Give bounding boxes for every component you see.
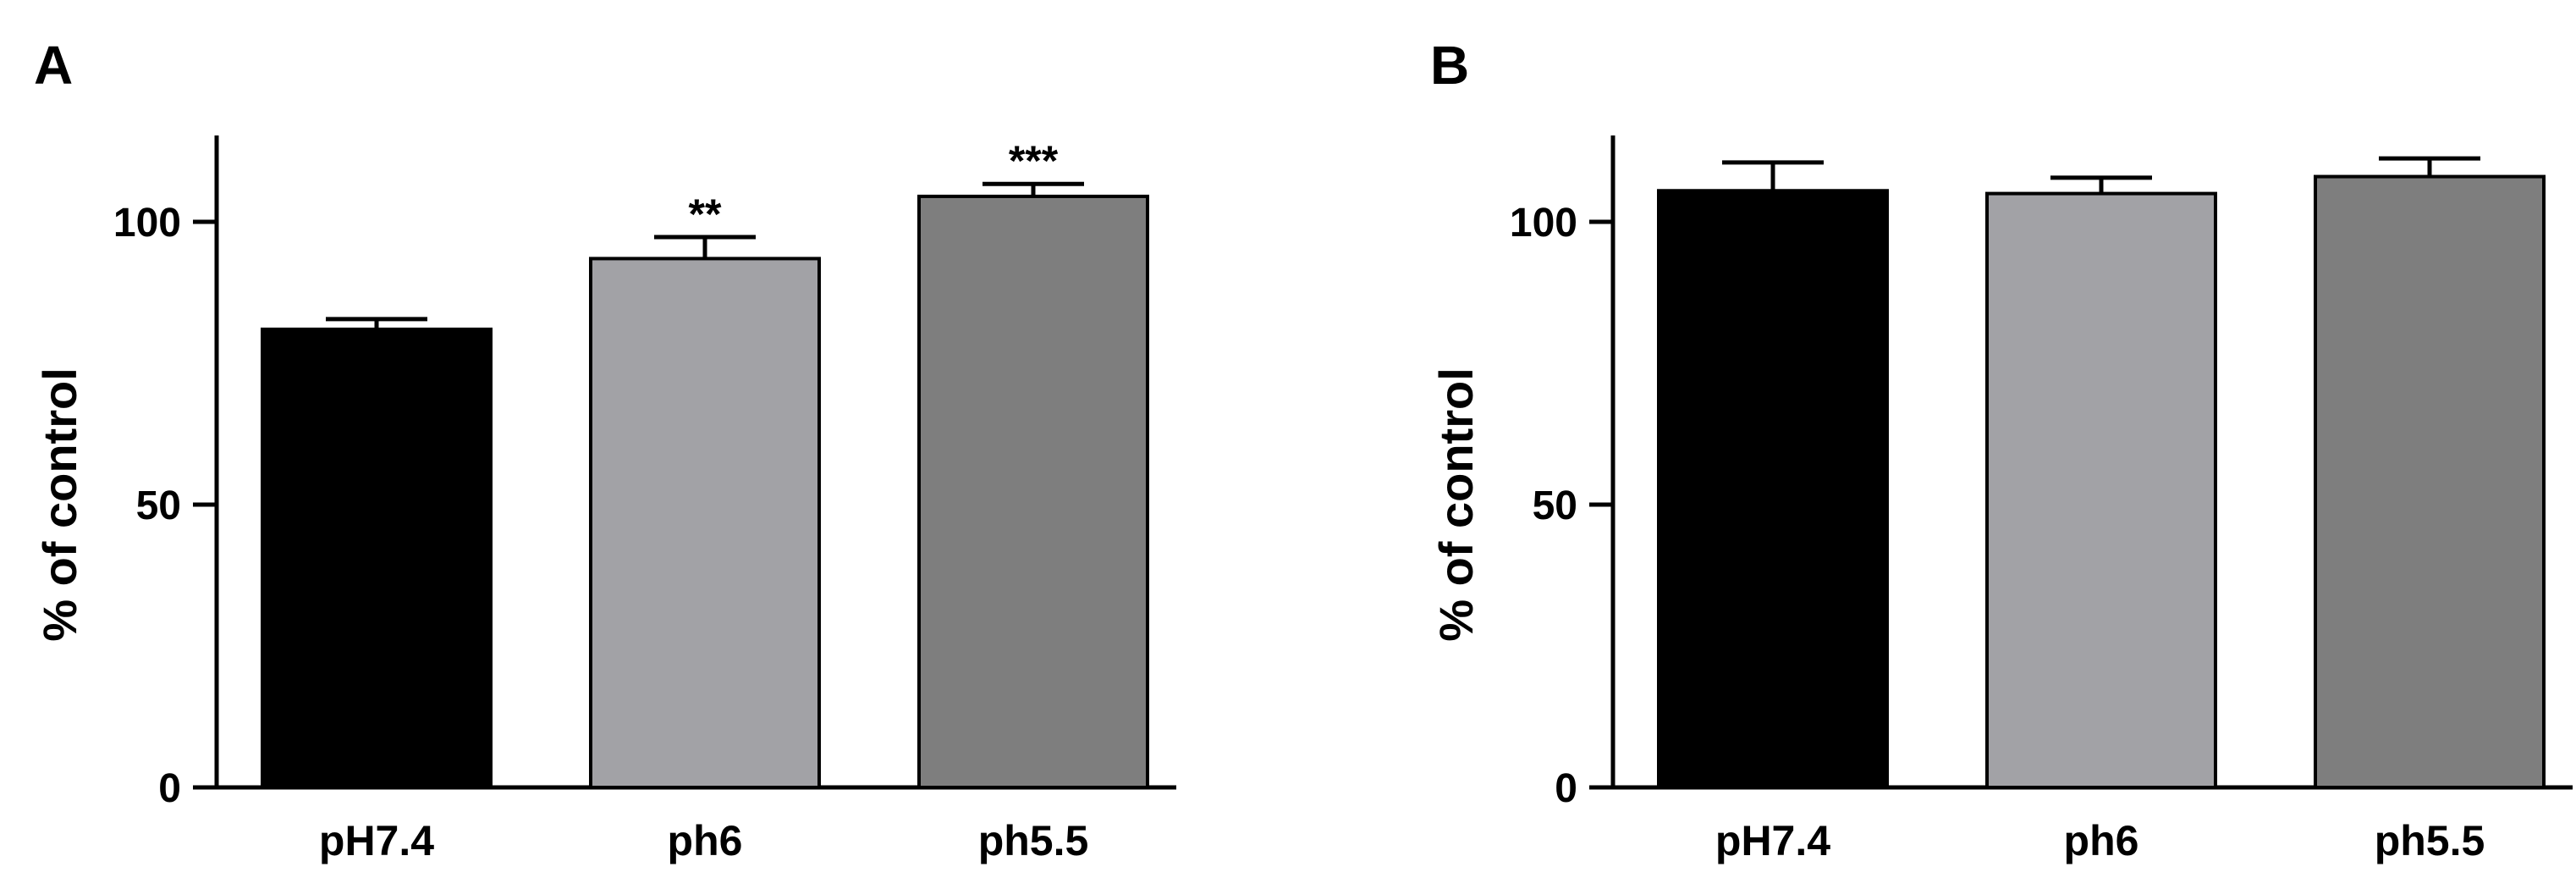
chart-panel-a: A 0 50 100 % of control pH7.4 ** ph6 *** ph5.5 — [33, 35, 1176, 864]
bar — [261, 327, 493, 790]
bar — [1985, 191, 2217, 790]
y-tick-label: 100 — [1510, 201, 1577, 246]
y-tick-label: 50 — [1533, 483, 1577, 528]
panel-label: B — [1430, 35, 1470, 96]
bar — [589, 257, 821, 790]
x-tick-label: ph5.5 — [2375, 817, 2485, 864]
y-tick-label: 0 — [1555, 766, 1577, 811]
y-axis-label: % of control — [1429, 367, 1483, 642]
y-tick-label: 0 — [158, 766, 181, 811]
significance-label: *** — [1009, 137, 1059, 185]
significance-label: ** — [689, 191, 722, 238]
x-tick-label: ph5.5 — [978, 817, 1089, 864]
y-tick-label: 50 — [136, 483, 181, 528]
bar — [917, 194, 1149, 789]
x-tick-label: pH7.4 — [319, 817, 434, 864]
bar — [1657, 189, 1889, 789]
chart-panel-b: B 0 50 100 % of control pH7.4 ph6 ph5.5 — [1396, 0, 2576, 878]
x-tick-label: ph6 — [668, 817, 743, 864]
bar-chart-b: 0 50 100 % of control pH7.4 ph6 ph5.5 — [1429, 135, 2573, 864]
x-tick-label: pH7.4 — [1715, 817, 1830, 864]
y-axis-label: % of control — [33, 367, 86, 642]
panel-label: A — [34, 35, 74, 96]
bar-chart-a: 0 50 100 % of control pH7.4 ** ph6 *** ph5.5 — [33, 135, 1176, 864]
bar — [2314, 174, 2546, 789]
x-tick-label: ph6 — [2064, 817, 2139, 864]
y-tick-label: 100 — [113, 201, 181, 246]
